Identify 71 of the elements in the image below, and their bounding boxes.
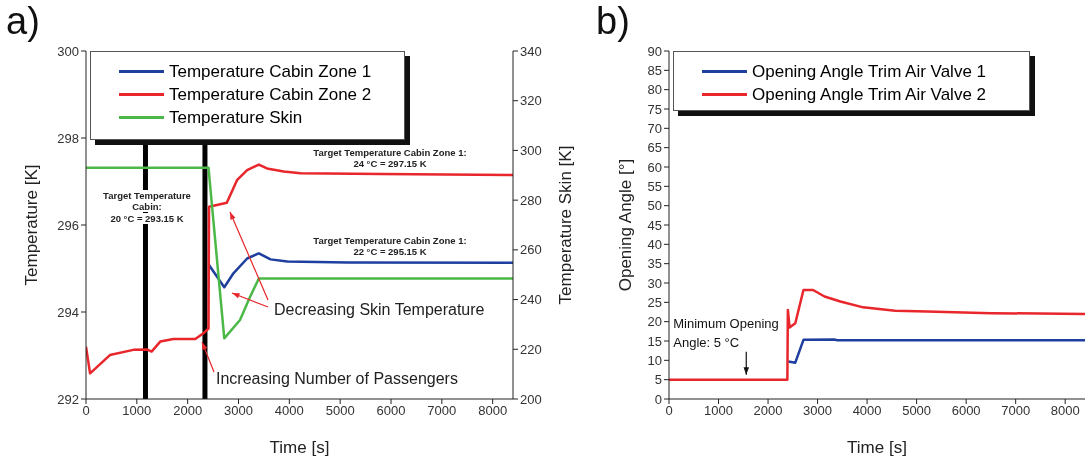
x-tick-label: 8000 xyxy=(478,403,508,419)
x-tick-label: 6000 xyxy=(951,403,981,419)
x-tick-label: 2000 xyxy=(173,403,203,419)
y2-axis-title: Temperature Skin [K] xyxy=(555,144,576,307)
y-tick-label: 45 xyxy=(647,217,662,233)
x-tick-label: 7000 xyxy=(427,403,457,419)
y-tick-label: 292 xyxy=(57,391,79,407)
x-tick-label: 2000 xyxy=(753,403,783,419)
y-tick-label: 40 xyxy=(647,236,662,252)
y-tick-label: 70 xyxy=(647,120,662,136)
line-series xyxy=(787,338,1085,364)
y2-tick-label: 340 xyxy=(520,43,542,59)
x-tick-label: 8000 xyxy=(1050,403,1080,419)
y2-tick-label: 300 xyxy=(520,143,542,159)
chart-title: a) xyxy=(6,0,40,43)
y-tick-label: 65 xyxy=(647,140,662,156)
x-tick-label: 3000 xyxy=(803,403,833,419)
y-tick-label: 55 xyxy=(647,178,662,194)
y-axis-title: Temperature [K] xyxy=(21,163,42,288)
y-tick-label: 0 xyxy=(654,391,662,407)
legend-label: Temperature Skin xyxy=(169,107,303,128)
x-tick-label: 7000 xyxy=(1001,403,1031,419)
y-tick-label: 75 xyxy=(647,101,662,117)
x-tick-label: 5000 xyxy=(325,403,355,419)
x-axis-title: Time [s] xyxy=(847,438,907,457)
chart-title: b) xyxy=(596,0,630,43)
legend-label: Opening Angle Trim Air Valve 1 xyxy=(752,61,987,82)
y-tick-label: 80 xyxy=(647,82,662,98)
y2-tick-label: 200 xyxy=(520,391,542,407)
x-tick-label: 0 xyxy=(82,403,90,419)
x-tick-label: 6000 xyxy=(376,403,406,419)
x-tick-label: 5000 xyxy=(902,403,932,419)
y-tick-label: 35 xyxy=(647,256,662,272)
annotation: Minimum Opening Angle: 5 °C xyxy=(673,315,779,350)
line-series xyxy=(86,166,513,340)
annotation: Increasing Number of Passengers xyxy=(216,370,458,387)
y2-tick-label: 320 xyxy=(520,93,542,109)
x-tick-label: 0 xyxy=(665,403,673,419)
y2-tick-label: 280 xyxy=(520,192,542,208)
x-tick-label: 3000 xyxy=(224,403,253,419)
y2-tick-label: 260 xyxy=(520,242,542,258)
y2-tick-label: 240 xyxy=(520,292,542,308)
annotation: Target Temperature Cabin Zone 1: 22 °C = 295.15 K xyxy=(313,235,467,258)
legend-label: Opening Angle Trim Air Valve 2 xyxy=(752,84,987,105)
x-tick-label: 4000 xyxy=(274,403,304,419)
y-tick-label: 25 xyxy=(647,294,662,310)
y-tick-label: 10 xyxy=(647,352,662,368)
x-axis-title: Time [s] xyxy=(269,438,330,457)
line-series xyxy=(669,288,1085,381)
legend-label: Temperature Cabin Zone 1 xyxy=(169,61,372,82)
y-tick-label: 60 xyxy=(647,159,662,175)
y2-tick-label: 220 xyxy=(520,341,542,357)
x-tick-label: 4000 xyxy=(852,403,882,419)
y-tick-label: 15 xyxy=(647,333,662,349)
annotation: Decreasing Skin Temperature xyxy=(274,301,485,318)
y-tick-label: 298 xyxy=(57,130,79,146)
y-tick-label: 90 xyxy=(647,43,662,59)
y-axis-title: Opening Angle [°] xyxy=(615,157,636,294)
x-tick-label: 1000 xyxy=(704,403,733,419)
y-tick-label: 5 xyxy=(654,372,662,388)
x-tick-label: 1000 xyxy=(122,403,152,419)
annotation: Target Temperature Cabin Zone 1: 24 °C = 297.15 K xyxy=(313,147,467,170)
y-tick-label: 20 xyxy=(647,314,662,330)
annotation: Target Temperature Cabin: 20 °C = 293.15 K xyxy=(103,190,191,224)
legend-label: Temperature Cabin Zone 2 xyxy=(169,84,372,105)
y-tick-label: 85 xyxy=(647,62,662,78)
y-tick-label: 294 xyxy=(57,304,79,320)
y-tick-label: 30 xyxy=(647,275,662,291)
y-tick-label: 300 xyxy=(57,43,79,59)
y-tick-label: 50 xyxy=(647,198,662,214)
y-tick-label: 296 xyxy=(57,217,79,233)
